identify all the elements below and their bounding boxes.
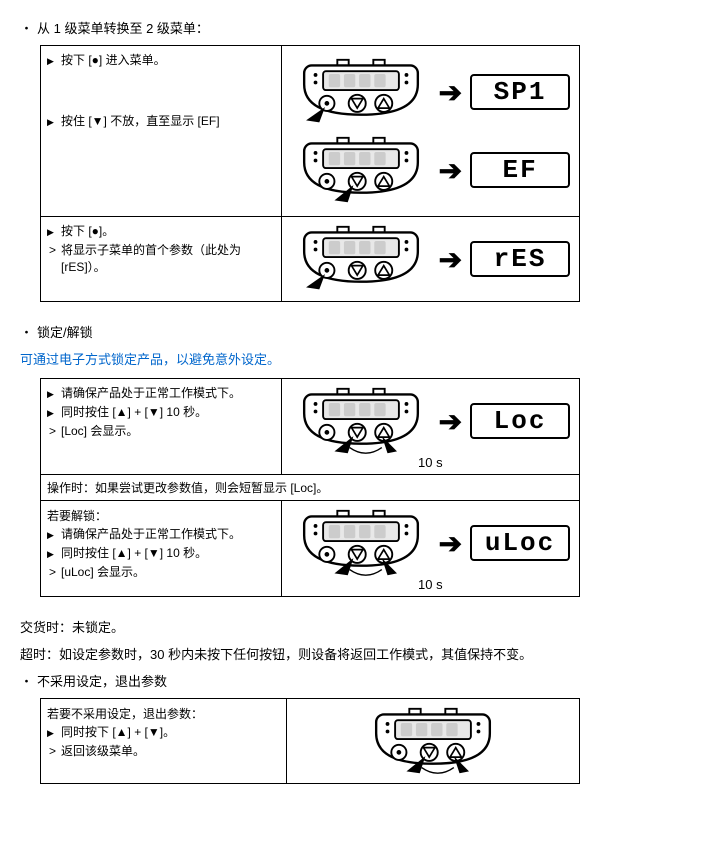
step: 按住 [▼] 不放，直至显示 [EF] [47, 113, 275, 130]
timeout-note: 超时：如设定参数时，30 秒内未按下任何按钮，则设备将返回工作模式，其值保持不变… [20, 644, 690, 663]
arrow-icon: ➔ [439, 243, 462, 276]
timer-label: 10 s [418, 455, 443, 470]
s2-note: 操作时：如果尝试更改参数值，则会短暂显示 [Loc]。 [41, 475, 580, 501]
step: 请确保产品处于正常工作模式下。 [47, 526, 275, 543]
section1-table: 按下 [●] 进入菜单。 按住 [▼] 不放，直至显示 [EF] ➔ SP1 [40, 45, 580, 302]
arrow-icon: ➔ [439, 527, 462, 560]
step: [uLoc] 会显示。 [47, 564, 275, 581]
device-diagram [291, 507, 431, 579]
step: 将显示子菜单的首个参数（此处为 [rES]）。 [47, 242, 275, 276]
lcd-display: Loc [470, 403, 570, 440]
s2-r2-text: 若要解锁： 请确保产品处于正常工作模式下。 同时按住 [▲] + [▼] 10 … [41, 501, 282, 597]
device-diagram [291, 134, 431, 206]
s2-r1-text: 请确保产品处于正常工作模式下。 同时按住 [▲] + [▼] 10 秒。 [Lo… [41, 379, 282, 475]
s2-r1-img: ➔ Loc 10 s [281, 379, 579, 475]
device-diagram [291, 223, 431, 295]
step: 同时按住 [▲] + [▼] 10 秒。 [47, 545, 275, 562]
section3-table: 若要不采用设定，退出参数： 同时按下 [▲] + [▼]。 返回该级菜单。 [40, 698, 580, 784]
arrow-icon: ➔ [439, 76, 462, 109]
section2-heading: 锁定/解锁 [20, 322, 690, 341]
s3-r1-img [286, 699, 579, 784]
arrow-icon: ➔ [439, 405, 462, 438]
lcd-display: EF [470, 152, 570, 189]
s2-r2-img: ➔ uLoc 10 s [281, 501, 579, 597]
s1-r1-text: 按下 [●] 进入菜单。 按住 [▼] 不放，直至显示 [EF] [41, 46, 282, 217]
device-diagram [291, 56, 431, 128]
section1-heading: 从 1 级菜单转换至 2 级菜单： [20, 18, 690, 37]
step: 同时按下 [▲] + [▼]。 [47, 724, 280, 741]
step: 按下 [●] 进入菜单。 [47, 52, 275, 69]
step: 返回该级菜单。 [47, 743, 280, 760]
s1-r1-img: ➔ SP1 ➔ EF [281, 46, 579, 217]
arrow-icon: ➔ [439, 154, 462, 187]
lcd-display: SP1 [470, 74, 570, 111]
delivery-note: 交货时：未锁定。 [20, 617, 690, 636]
section2-intro: 可通过电子方式锁定产品，以避免意外设定。 [20, 349, 690, 368]
lcd-display: uLoc [470, 525, 570, 562]
step: 请确保产品处于正常工作模式下。 [47, 385, 275, 402]
s1-r2-img: ➔ rES [281, 217, 579, 302]
step: 按下 [●]。 [47, 223, 275, 240]
s1-r2-text: 按下 [●]。 将显示子菜单的首个参数（此处为 [rES]）。 [41, 217, 282, 302]
exit-label: 若要不采用设定，退出参数： [47, 705, 280, 722]
step: [Loc] 会显示。 [47, 423, 275, 440]
device-diagram [363, 705, 503, 777]
timer-label: 10 s [418, 577, 443, 592]
s3-r1-text: 若要不采用设定，退出参数： 同时按下 [▲] + [▼]。 返回该级菜单。 [41, 699, 287, 784]
section3-heading: 不采用设定，退出参数 [20, 671, 690, 690]
section2-table: 请确保产品处于正常工作模式下。 同时按住 [▲] + [▼] 10 秒。 [Lo… [40, 378, 580, 597]
lcd-display: rES [470, 241, 570, 278]
device-diagram [291, 385, 431, 457]
unlock-label: 若要解锁： [47, 507, 275, 524]
step: 同时按住 [▲] + [▼] 10 秒。 [47, 404, 275, 421]
